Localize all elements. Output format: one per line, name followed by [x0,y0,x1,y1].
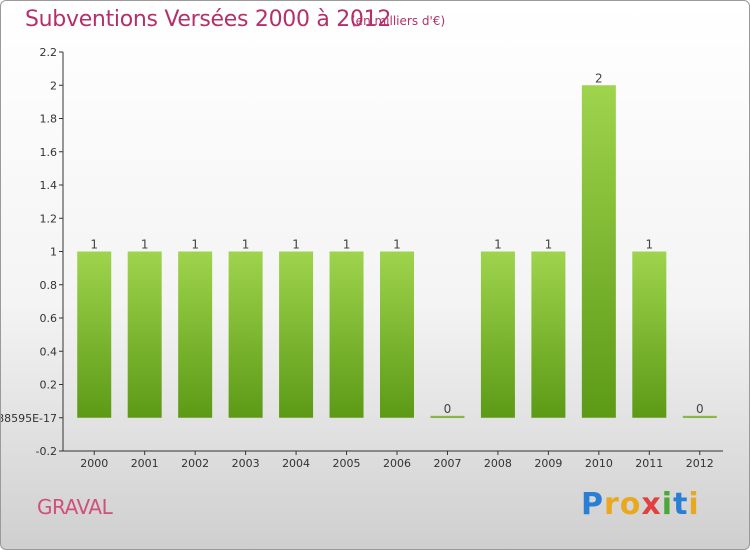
y-tick-label: 1.2 [40,212,58,225]
logo-letter: i [688,487,700,522]
proxiti-logo: Proxiti [581,487,700,522]
bar [632,251,667,418]
x-tick-label: 2008 [484,457,512,470]
bar [430,415,465,418]
y-tick-label: -1.5265566588595E-17 [1,412,57,425]
y-tick-label: 0.4 [40,345,58,358]
logo-letter: r [604,487,620,522]
bar [531,251,566,418]
bar-data-label: 1 [191,238,199,252]
x-tick-label: 2002 [181,457,209,470]
y-tick-label: 0.8 [40,279,58,292]
logo-letter: o [619,487,642,522]
logo-letter: i [661,487,674,522]
y-tick-label: 2 [50,79,57,92]
bar-data-label: 1 [645,238,653,252]
x-tick-label: 2007 [433,457,461,470]
bar-data-label: 1 [292,238,300,252]
y-tick-label: 0.6 [40,312,58,325]
y-tick-label: 0.2 [40,379,58,392]
x-tick-label: 2005 [333,457,361,470]
bar [581,85,616,418]
bar [329,251,364,418]
bar-data-label: 0 [444,402,452,416]
x-tick-label: 2009 [534,457,562,470]
bar [77,251,112,418]
x-tick-label: 2010 [585,457,613,470]
x-tick-label: 2011 [635,457,663,470]
bar [480,251,515,418]
x-tick-label: 2004 [282,457,310,470]
y-tick-label: 2.2 [40,46,58,59]
bar-data-label: 1 [393,238,401,252]
chart-bars: 1 1 1 1 1 1 1 0 1 1 2 1 0 [77,71,717,418]
bar-data-label: 0 [696,402,704,416]
x-tick-label: 2000 [80,457,108,470]
bar-data-label: 1 [494,238,502,252]
bar [127,251,162,418]
bar-data-label: 1 [90,238,98,252]
x-tick-label: 2001 [131,457,159,470]
chart-unit-label: (en milliers d'€) [351,14,446,28]
x-tick-label: 2012 [686,457,714,470]
logo-letter: t [673,487,689,522]
chart-title: Subventions Versées 2000 à 2012 [25,7,392,32]
y-tick-label: 1 [50,246,57,259]
chart-axes: -0.2 -1.5265566588595E-17 0.2 0.4 0.6 0.8 1 1.2… [1,46,723,470]
y-tick-label: 1.8 [40,113,58,126]
x-tick-label: 2006 [383,457,411,470]
bar [178,251,213,418]
y-tick-label: 1.4 [40,179,58,192]
bar [380,251,414,418]
bar-data-label: 1 [141,238,149,252]
bar-data-label: 1 [343,238,351,252]
bar [682,415,717,418]
logo-letter: P [581,487,604,522]
y-tick-label: -0.2 [36,445,57,458]
logo-letter: x [641,487,662,522]
bar [279,251,314,418]
bar-data-label: 1 [242,238,250,252]
bar-data-label: 1 [545,238,553,252]
commune-name: GRAVAL [37,495,113,519]
bar [228,251,263,418]
y-tick-label: 1.6 [40,146,58,159]
bar-data-label: 2 [595,71,603,85]
x-tick-label: 2003 [232,457,260,470]
